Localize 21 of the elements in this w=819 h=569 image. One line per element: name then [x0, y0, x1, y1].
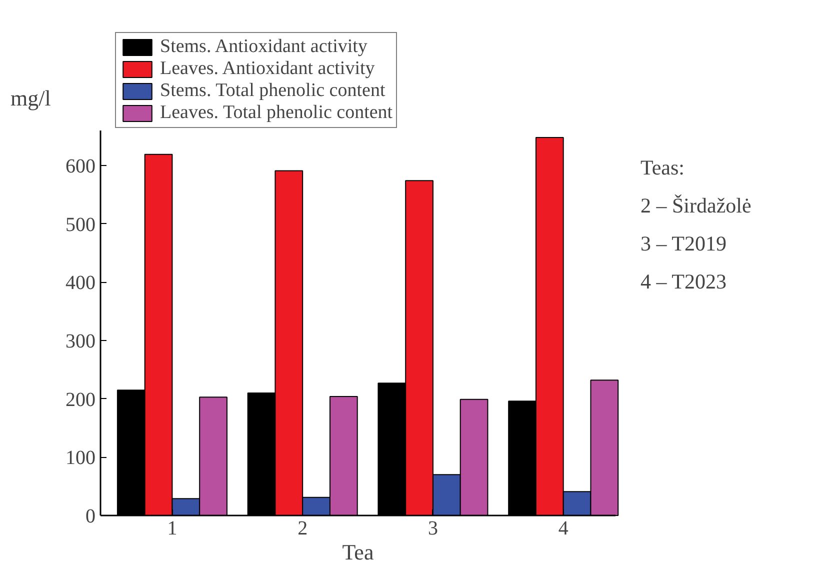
x-tick-label: 1 [167, 518, 178, 540]
y-tick-label: 100 [66, 447, 96, 470]
x-axis-title: Tea [342, 540, 374, 564]
text: Teas: [640, 156, 685, 180]
text: 4 – T2023 [640, 270, 726, 294]
legend-label: Leaves. Total phenolic content [160, 102, 393, 124]
y-tick-label: 0 [86, 506, 96, 528]
legend-label: Leaves. Antioxidant activity [160, 58, 375, 80]
y-tick-label: 200 [66, 388, 96, 411]
legend-label: Stems. Antioxidant activity [160, 36, 368, 58]
x-tick-label: 2 [298, 518, 308, 540]
text: 2 – Širdažolė [640, 194, 752, 218]
x-tick-label: 3 [428, 518, 438, 540]
text: 3 – T2019 [640, 232, 726, 256]
x-tick-label: 4 [558, 518, 568, 540]
y-axis-title: mg/l [10, 86, 51, 110]
y-tick-label: 300 [66, 330, 96, 352]
y-tick-label: 600 [66, 156, 96, 178]
y-tick-label: 500 [66, 214, 96, 236]
y-tick-label: 400 [66, 272, 96, 294]
legend-label: Stems. Total phenolic content [160, 80, 386, 102]
